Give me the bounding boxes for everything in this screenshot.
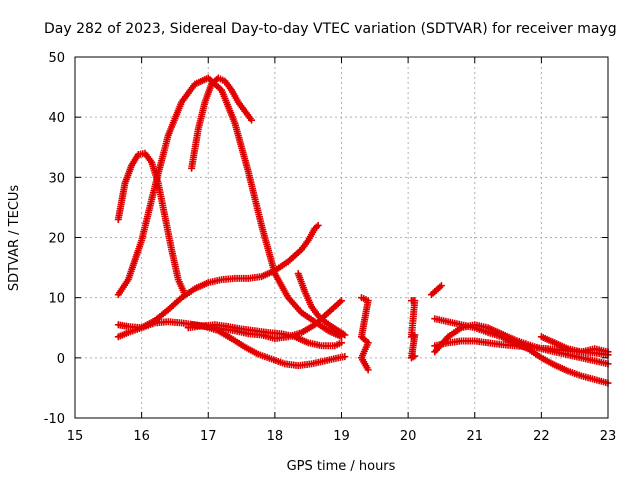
- x-tick-label: 16: [133, 429, 150, 444]
- series-arc-a: [114, 149, 189, 299]
- x-tick-label: 22: [533, 429, 550, 444]
- y-tick-label: 50: [48, 51, 65, 66]
- y-tick-label: 30: [48, 171, 65, 186]
- series-arc-d: [114, 221, 322, 341]
- data-point: [338, 339, 345, 347]
- y-axis-label: SDTVAR / TECUs: [7, 185, 22, 292]
- series-arc-o: [537, 333, 612, 356]
- data-point: [411, 352, 419, 360]
- grid: [75, 57, 608, 418]
- y-tick-label: 40: [48, 111, 65, 126]
- x-tick-label: 18: [267, 429, 284, 444]
- axis-ticks: [74, 56, 609, 419]
- chart-title: Day 282 of 2023, Sidereal Day-to-day VTE…: [44, 21, 617, 37]
- y-tick-label: 20: [48, 232, 65, 247]
- x-tick-label: 17: [200, 429, 217, 444]
- data-point: [341, 331, 349, 339]
- y-tick-label: 10: [48, 292, 65, 307]
- series-arc-k: [427, 282, 445, 299]
- data-point: [364, 366, 372, 374]
- x-tick-label: 21: [466, 429, 483, 444]
- x-axis-label: GPS time / hours: [287, 459, 396, 474]
- x-tick-label: 15: [67, 429, 84, 444]
- x-tick-label: 23: [600, 429, 617, 444]
- y-tick-labels: -10 0 10 20 30 40 50: [44, 51, 65, 427]
- data-point: [341, 353, 349, 361]
- series-arc-c: [188, 74, 256, 172]
- y-tick-label: -10: [44, 412, 65, 427]
- data-point: [338, 297, 345, 305]
- series-arc-h: [294, 270, 349, 339]
- data-points: [114, 74, 612, 387]
- data-point: [437, 282, 445, 290]
- y-tick-label: 0: [57, 352, 65, 367]
- data-point: [248, 116, 256, 124]
- x-tick-label: 20: [400, 429, 417, 444]
- series-arc-g: [188, 321, 349, 370]
- series-arc-i: [357, 294, 372, 374]
- data-point: [314, 221, 322, 229]
- x-tick-labels: 15 16 17 18 19 20 21 22 23: [67, 429, 617, 444]
- x-tick-label: 19: [333, 429, 350, 444]
- series-arc-j: [407, 297, 419, 362]
- series-arc-f: [184, 321, 345, 350]
- series-arc-b: [114, 74, 345, 341]
